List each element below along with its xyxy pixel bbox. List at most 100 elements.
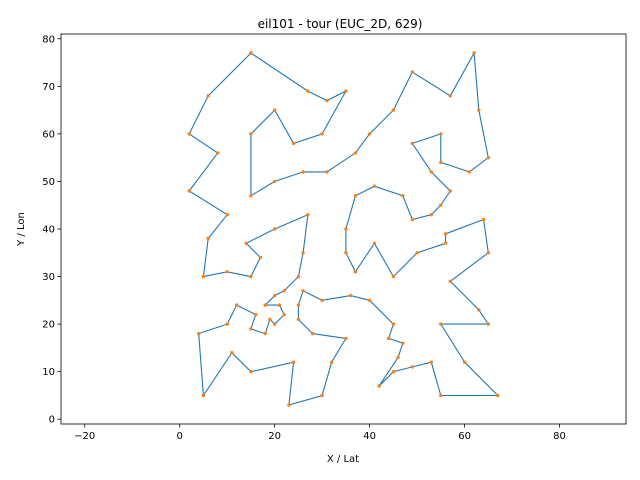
city-point xyxy=(496,393,500,398)
city-point xyxy=(472,51,476,55)
city-point xyxy=(249,51,253,55)
city-point xyxy=(201,393,206,398)
city-point xyxy=(320,393,324,398)
city-point xyxy=(268,317,272,322)
city-point xyxy=(448,279,452,283)
city-point xyxy=(301,289,305,293)
y-tick-label: 80 xyxy=(42,34,55,45)
city-point xyxy=(310,331,315,336)
city-point xyxy=(401,194,405,198)
city-point xyxy=(320,132,324,136)
x-tick-label: −20 xyxy=(74,431,95,442)
city-point xyxy=(410,70,414,74)
city-point xyxy=(344,89,348,93)
city-point xyxy=(410,217,414,222)
city-point xyxy=(344,227,348,231)
y-tick-label: 10 xyxy=(42,367,55,378)
city-point xyxy=(353,270,358,274)
city-point xyxy=(187,189,191,193)
city-point xyxy=(486,156,490,160)
city-point xyxy=(306,213,310,217)
y-tick-label: 70 xyxy=(42,82,55,93)
city-point xyxy=(296,303,301,307)
city-point xyxy=(367,298,372,302)
city-point xyxy=(439,203,443,207)
city-point xyxy=(325,98,329,103)
city-point xyxy=(344,251,348,255)
x-tick-label: 0 xyxy=(177,431,183,442)
city-point xyxy=(216,151,220,155)
city-point xyxy=(391,370,396,374)
city-point xyxy=(263,303,267,307)
tour-line xyxy=(188,51,500,406)
city-point xyxy=(448,94,452,98)
city-point xyxy=(348,293,353,298)
city-point xyxy=(254,312,258,317)
y-tick-label: 30 xyxy=(42,272,55,283)
city-point xyxy=(235,303,239,307)
city-point xyxy=(396,355,400,360)
city-point xyxy=(353,194,358,198)
city-point xyxy=(410,141,414,146)
city-point xyxy=(225,322,229,326)
city-point xyxy=(415,251,419,255)
city-point xyxy=(486,251,490,255)
y-tick-label: 0 xyxy=(49,415,55,426)
city-point xyxy=(320,298,324,302)
city-point xyxy=(197,331,201,336)
city-point xyxy=(410,365,414,369)
city-point xyxy=(367,132,372,136)
city-point xyxy=(249,274,253,279)
city-point xyxy=(391,274,396,279)
city-point xyxy=(273,227,277,231)
x-tick-label: 20 xyxy=(268,431,281,442)
city-point xyxy=(439,322,443,326)
city-point xyxy=(287,403,291,407)
city-point xyxy=(481,217,486,222)
city-point xyxy=(258,255,263,260)
city-point xyxy=(301,170,305,174)
city-point xyxy=(477,108,481,112)
city-point xyxy=(467,170,471,174)
y-tick-label: 60 xyxy=(42,129,55,140)
city-point xyxy=(263,331,267,336)
city-point xyxy=(230,351,234,355)
city-point xyxy=(273,293,277,298)
city-point xyxy=(443,241,448,245)
city-point xyxy=(206,236,210,241)
x-tick-label: 40 xyxy=(363,431,376,442)
city-point xyxy=(249,132,253,136)
city-point xyxy=(282,312,286,317)
y-axis-label: Y / Lon xyxy=(16,212,27,247)
city-point xyxy=(443,232,448,236)
city-point xyxy=(273,108,277,112)
city-point xyxy=(296,274,301,279)
chart-title: eil101 - tour (EUC_2D, 629) xyxy=(258,17,423,31)
city-point xyxy=(244,241,248,245)
city-point xyxy=(486,322,490,326)
city-point xyxy=(439,393,443,398)
city-point xyxy=(225,270,229,274)
city-point xyxy=(448,189,452,193)
city-point xyxy=(344,336,348,341)
y-axis: 0 10 20 30 40 50 60 70 80 xyxy=(42,34,61,426)
city-point xyxy=(296,317,301,322)
city-point xyxy=(439,132,443,136)
city-point xyxy=(282,289,286,293)
x-axis: −20 0 20 40 60 80 xyxy=(74,424,566,442)
city-point xyxy=(462,360,467,364)
x-axis-label: X / Lat xyxy=(327,454,359,465)
city-point xyxy=(249,327,253,331)
city-point xyxy=(249,194,253,198)
y-tick-label: 40 xyxy=(42,225,55,236)
city-point xyxy=(249,370,253,374)
city-point xyxy=(306,89,310,93)
city-point xyxy=(372,241,377,245)
city-point xyxy=(201,274,206,279)
city-point xyxy=(429,170,433,174)
city-point xyxy=(325,170,329,174)
city-point xyxy=(273,322,277,326)
x-tick-label: 80 xyxy=(553,431,566,442)
city-point xyxy=(391,108,396,112)
